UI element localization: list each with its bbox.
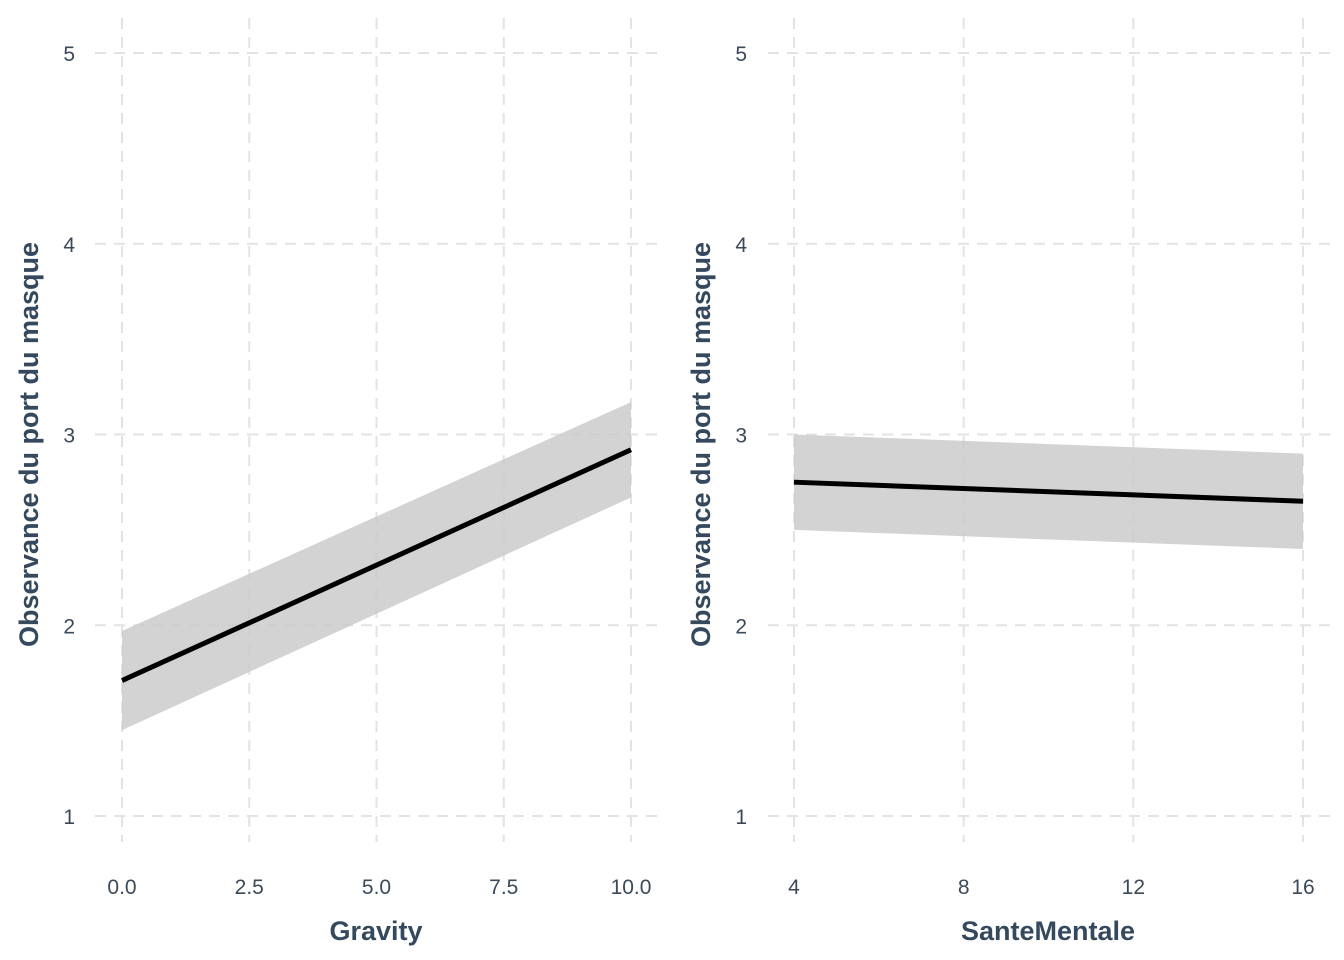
fit-line-santementale [793, 479, 1304, 504]
y-tick-label-gravity-1: 2 [63, 615, 75, 638]
x-tick-label-gravity-4: 10.0 [611, 876, 652, 899]
x-tick-label-santementale-2: 12 [1122, 876, 1145, 899]
y-axis-title-santementale: Observance du port du masque [686, 242, 716, 647]
fit-line-gravity [120, 447, 633, 683]
y-tick-label-gravity-0: 1 [63, 806, 75, 829]
y-tick-label-gravity-3: 4 [63, 234, 75, 257]
y-tick-label-gravity-2: 3 [63, 425, 75, 448]
x-axis-title-gravity: Gravity [329, 916, 422, 946]
x-tick-label-gravity-0: 0.0 [107, 876, 136, 899]
x-tick-label-gravity-2: 5.0 [362, 876, 391, 899]
y-tick-label-santementale-2: 3 [735, 425, 747, 448]
x-tick-label-gravity-1: 2.5 [235, 876, 264, 899]
y-tick-label-santementale-4: 5 [735, 43, 747, 66]
panel-gravity: 1 2 3 4 5 0.0 2.5 5.0 7.5 10.0 Gravity Observance… [14, 18, 657, 946]
y-tick-label-santementale-0: 1 [735, 806, 747, 829]
x-tick-label-santementale-0: 4 [788, 876, 800, 899]
y-axis-title-gravity: Observance du port du masque [14, 242, 44, 647]
y-tick-label-santementale-1: 2 [735, 615, 747, 638]
y-tick-label-gravity-4: 5 [63, 43, 75, 66]
x-axis-title-santementale: SanteMentale [961, 916, 1135, 946]
y-tick-label-santementale-3: 4 [735, 234, 747, 257]
x-tick-label-gravity-3: 7.5 [489, 876, 518, 899]
x-tick-label-santementale-3: 16 [1291, 876, 1314, 899]
x-tick-label-santementale-1: 8 [958, 876, 970, 899]
